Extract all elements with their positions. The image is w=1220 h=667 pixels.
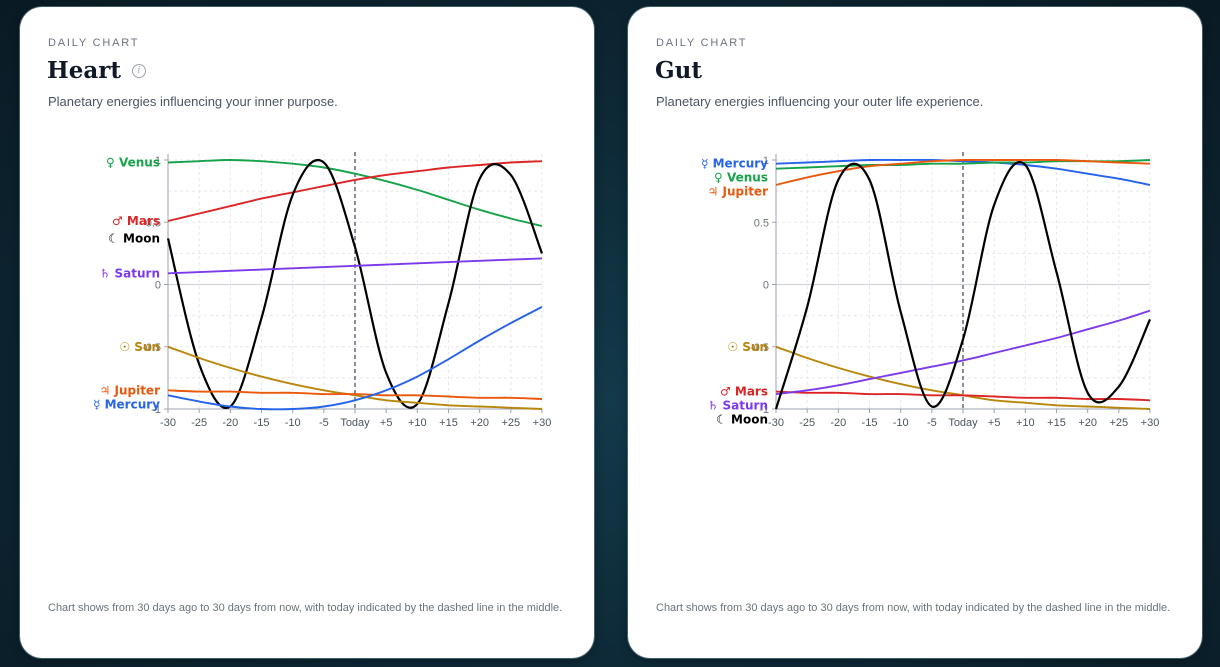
heart-chart: 1 0.5 0 -0.5 -1-30 -25 -20 -15 -10 -5 Today +5 +10 +1…: [93, 152, 552, 429]
x-tick-label: -15: [862, 417, 878, 429]
series-label-mercury: ☿ Mercury: [701, 157, 768, 171]
x-tick-label: +20: [1078, 417, 1097, 429]
x-tick-label: +10: [408, 417, 427, 429]
x-tick-label: -30: [160, 417, 176, 429]
y-tick-label: 0: [763, 280, 769, 292]
x-tick-label: +5: [380, 417, 393, 429]
x-tick-label: Today: [948, 417, 978, 429]
info-icon[interactable]: i: [132, 64, 146, 78]
series-label-venus: ♀ Venus: [714, 171, 768, 185]
y-tick-label: 0.5: [754, 217, 769, 229]
x-tick-label: -30: [768, 417, 784, 429]
x-tick-label: +15: [439, 417, 458, 429]
card-subtitle: Planetary energies influencing your oute…: [656, 94, 984, 109]
y-tick-label: -1: [759, 404, 769, 416]
series-line-jupiter: [167, 389, 543, 400]
series-label-mercury: ☿ Mercury: [93, 397, 160, 411]
x-tick-label: -20: [222, 417, 238, 429]
card-title: Gut: [655, 57, 702, 84]
x-tick-label: +25: [1109, 417, 1128, 429]
card-eyebrow: DAILY CHART: [48, 37, 140, 49]
x-tick-label: -10: [893, 417, 909, 429]
series-label-venus: ♀ Venus: [106, 155, 160, 169]
series-line-jupiter: [775, 158, 1151, 186]
x-tick-label: +10: [1016, 417, 1035, 429]
gut-chart: 1 0.5 0 -0.5 -1-30 -25 -20 -15 -10 -5 Today +5 +10 +1…: [701, 152, 1160, 429]
series-label-sun: ☉ Sun: [119, 340, 160, 354]
series-line-mercury: [775, 158, 1151, 186]
series-label-jupiter: ♃ Jupiter: [100, 383, 161, 397]
x-tick-label: -25: [799, 417, 815, 429]
y-tick-label: 0: [155, 280, 161, 292]
y-tick-label: 0.5: [146, 217, 161, 229]
y-tick-label: 1: [155, 155, 161, 167]
card-title: Heart: [47, 57, 122, 84]
x-tick-label: -10: [285, 417, 301, 429]
card-subtitle: Planetary energies influencing your inne…: [48, 94, 338, 109]
y-tick-label: 1: [763, 155, 769, 167]
y-tick-label: -0.5: [750, 342, 769, 354]
series-label-saturn: ♄ Saturn: [708, 399, 768, 413]
gut-card: DAILY CHART Gut Planetary energies influ…: [628, 7, 1202, 658]
series-label-saturn: ♄ Saturn: [100, 266, 160, 280]
series-line-saturn: [775, 309, 1151, 396]
heart-card: DAILY CHART Heart i Planetary energies i…: [20, 7, 594, 658]
series-line-moon: [774, 161, 1151, 410]
series-label-moon: ☾ Moon: [108, 231, 160, 245]
x-tick-label: -25: [191, 417, 207, 429]
x-tick-label: -20: [830, 417, 846, 429]
chart-note: Chart shows from 30 days ago to 30 days …: [656, 602, 1171, 614]
x-tick-label: +20: [470, 417, 489, 429]
series-line-mars: [775, 390, 1151, 402]
series-line-saturn: [167, 257, 543, 275]
series-line-mars: [167, 160, 543, 222]
y-tick-label: -0.5: [142, 342, 161, 354]
series-label-mars: ♂ Mars: [720, 385, 768, 399]
x-tick-label: -15: [254, 417, 270, 429]
y-tick-label: -1: [151, 404, 161, 416]
x-tick-label: +25: [501, 417, 520, 429]
x-tick-label: -5: [927, 417, 937, 429]
series-line-venus: [167, 159, 543, 227]
card-eyebrow: DAILY CHART: [656, 37, 748, 49]
series-line-mercury: [167, 306, 543, 411]
x-tick-label: Today: [340, 417, 370, 429]
x-tick-label: +30: [533, 417, 552, 429]
chart-note: Chart shows from 30 days ago to 30 days …: [48, 602, 563, 614]
series-label-moon: ☾ Moon: [716, 413, 768, 427]
series-line-sun: [167, 345, 543, 410]
x-tick-label: +15: [1047, 417, 1066, 429]
series-label-jupiter: ♃ Jupiter: [708, 185, 769, 199]
series-label-sun: ☉ Sun: [727, 340, 768, 354]
x-tick-label: +5: [988, 417, 1001, 429]
x-tick-label: +30: [1141, 417, 1160, 429]
x-tick-label: -5: [319, 417, 329, 429]
series-label-mars: ♂ Mars: [112, 214, 160, 228]
